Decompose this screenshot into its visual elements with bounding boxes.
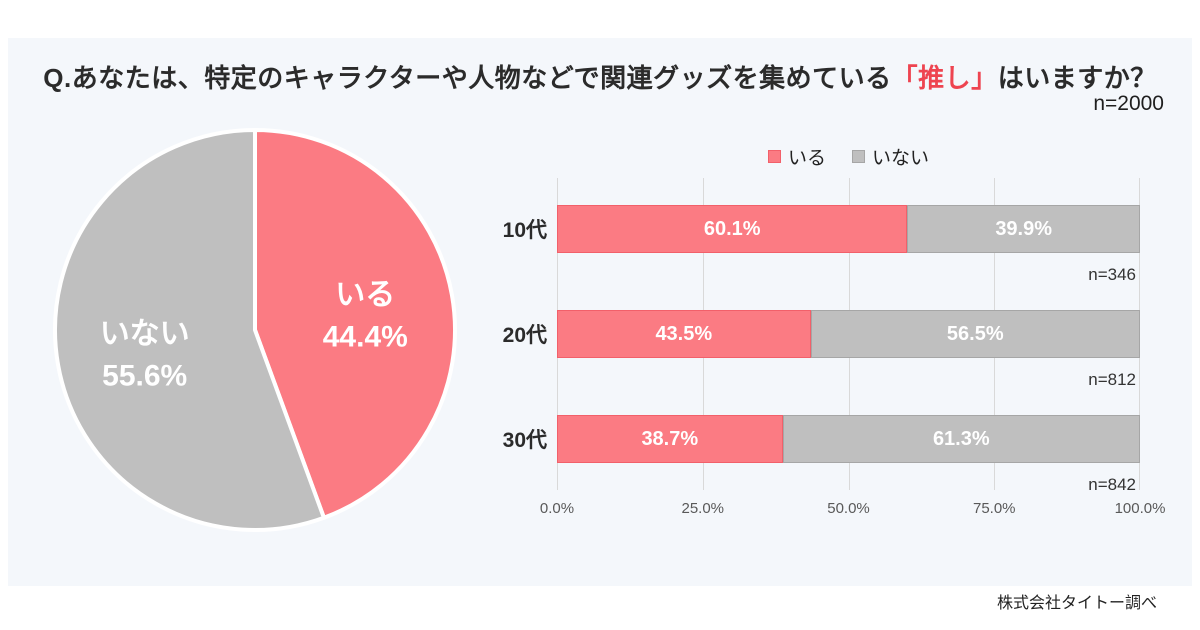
bar-row-20代: 43.5% 56.5%: [557, 310, 1140, 358]
legend-swatch-icon: [852, 149, 865, 163]
x-axis-tick-label: 75.0%: [972, 500, 1016, 517]
category-label-20代: 20代: [502, 324, 547, 347]
bar-value-label: 60.1%: [703, 217, 761, 240]
legend-label: いる: [787, 147, 826, 169]
infographic-card: Q.あなたは、特定のキャラクターや人物などで関連グッズを集めている「推し」はいま…: [8, 38, 1192, 612]
bar-segment-いない: 61.3%: [782, 415, 1140, 463]
legend-item-いる: いる: [767, 143, 826, 170]
bar-value-label: 61.3%: [932, 427, 990, 450]
pie-slice-label: いない 55.6%: [100, 318, 190, 393]
pie-slice-いない: [53, 128, 326, 532]
bar-segment-いる: 43.5%: [557, 310, 811, 358]
pie-chart-svg: いる 44.4% いない 55.6%: [53, 128, 458, 532]
bar-row-30代: 38.7% 61.3%: [557, 415, 1140, 463]
bar-value-label: 38.7%: [641, 427, 699, 450]
group-sample-size: n=812: [1088, 370, 1136, 389]
pie-slice-いる: [253, 128, 458, 520]
category-label-10代: 10代: [502, 219, 547, 242]
x-axis-tick-label: 100.0%: [1114, 500, 1166, 517]
total-sample-size: n=2000: [1093, 92, 1164, 115]
pie-slice-label: いる 44.4%: [323, 278, 408, 353]
source-credit: 株式会社タイトー調べ: [996, 595, 1157, 612]
bar-row-10代: 60.1% 39.9%: [557, 205, 1140, 253]
pie-chart: いる 44.4% いない 55.6%: [35, 110, 475, 550]
group-sample-size: n=842: [1088, 475, 1136, 494]
bar-segment-いない: 56.5%: [810, 310, 1140, 358]
group-sample-size: n=346: [1088, 265, 1136, 284]
bar-segment-いる: 60.1%: [557, 205, 908, 253]
question-title: Q.あなたは、特定のキャラクターや人物などで関連グッズを集めている「推し」はいま…: [8, 58, 1192, 95]
question-title-suffix: はいますか？: [997, 63, 1157, 93]
question-title-highlight: 「推し」: [891, 63, 998, 93]
bar-value-label: 43.5%: [655, 322, 713, 345]
x-axis-tick-label: 25.0%: [681, 500, 725, 517]
category-label-30代: 30代: [502, 429, 547, 452]
bar-value-label: 56.5%: [946, 322, 1004, 345]
bar-value-label: 39.9%: [995, 217, 1053, 240]
x-axis-tick-label: 0.0%: [539, 500, 575, 517]
x-axis-tick-label: 50.0%: [827, 500, 870, 517]
stacked-bar-chart: 0.0% 25.0% 50.0% 75.0% 100.0% 10代 60.1% 39.9% n=…: [503, 178, 1165, 517]
legend-item-いない: いない: [852, 143, 929, 170]
bar-chart-legend: いる いない: [557, 143, 1140, 170]
legend-label: いない: [872, 147, 930, 169]
legend-swatch-icon: [767, 149, 781, 163]
bar-segment-いる: 38.7%: [557, 415, 783, 463]
bar-segment-いない: 39.9%: [907, 205, 1140, 253]
question-title-prefix: Q.あなたは、特定のキャラクターや人物などで関連グッズを集めている: [43, 63, 892, 93]
